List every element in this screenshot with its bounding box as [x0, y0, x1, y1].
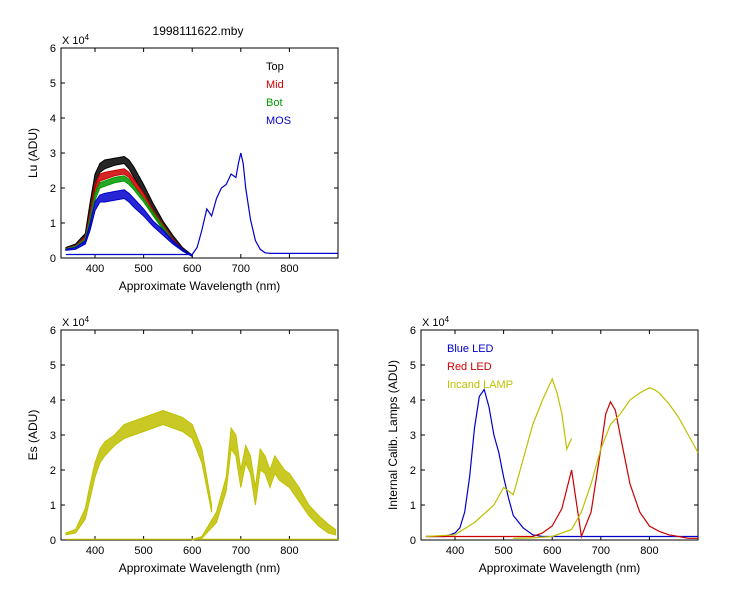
legend-entry: Top	[266, 61, 284, 73]
series-red-led-line	[425, 400, 698, 539]
exponent-power: 4	[85, 33, 90, 42]
exponent-power: 4	[85, 315, 90, 324]
y-tick-label: 3	[410, 430, 416, 442]
series-mos-line	[65, 152, 338, 256]
y-tick-label: 4	[410, 395, 416, 407]
y-tick-label: 3	[50, 430, 56, 442]
x-tick-label: 600	[183, 263, 201, 275]
x-tick-label: 400	[86, 263, 104, 275]
x-tick-label: 800	[280, 263, 298, 275]
y-tick-label: 2	[50, 183, 56, 195]
y-tick-label: 6	[50, 325, 56, 337]
y-tick-label: 1	[50, 218, 56, 230]
y-tick-label: 2	[410, 465, 416, 477]
x-tick-label: 500	[494, 545, 512, 557]
legend-entry: Incand LAMP	[447, 379, 513, 391]
y-tick-label: 6	[50, 43, 56, 55]
x-tick-label: 600	[543, 545, 561, 557]
x-tick-label: 500	[134, 545, 152, 557]
legend-entry: Mid	[266, 79, 284, 91]
series-blue-led-line	[425, 388, 698, 538]
series-mos-band	[65, 189, 193, 258]
y-tick-label: 5	[50, 360, 56, 372]
y-tick-label: 1	[410, 500, 416, 512]
x-tick-label: 400	[86, 545, 104, 557]
plot-frame	[60, 329, 339, 541]
exponent-power: 4	[445, 315, 450, 324]
figure-title: 1998111622.mby	[153, 24, 244, 38]
y-tick-label: 5	[50, 78, 56, 90]
y-axis-label: Lu (ADU)	[26, 128, 40, 178]
y-tick-label: 3	[50, 148, 56, 160]
legend-entry: MOS	[266, 115, 291, 127]
y-tick-label: 5	[410, 360, 416, 372]
plot-frame	[60, 47, 339, 259]
y-tick-label: 4	[50, 395, 56, 407]
series-incand-lamp-line	[425, 377, 573, 538]
y-tick-label: 6	[410, 325, 416, 337]
x-tick-label: 800	[640, 545, 658, 557]
series-incand-lamp-line	[513, 387, 699, 539]
x-tick-label: 800	[280, 545, 298, 557]
series-es-0-band	[65, 409, 213, 536]
y-tick-label: 0	[50, 253, 56, 265]
x-axis-label: Approximate Wavelength (nm)	[479, 561, 641, 575]
chart-lamps: 400 500 600 700 800 0 1 2 3 4 5 6 X 104 Approximate W…	[386, 315, 699, 575]
chart-es: 400 500 600 700 800 0 1 2 3 4 5 6 X 104 Approximate W…	[26, 315, 339, 575]
x-tick-label: 500	[134, 263, 152, 275]
x-axis-label: Approximate Wavelength (nm)	[119, 561, 281, 575]
legend-entry: Bot	[266, 97, 283, 109]
x-tick-label: 600	[183, 545, 201, 557]
x-tick-label: 700	[592, 545, 610, 557]
chart-lu: 400 500 600 700 800 0 1 2 3 4 5 6 X 104 Approximate W…	[26, 33, 339, 293]
legend-entry: Red LED	[447, 361, 492, 373]
x-axis-label: Approximate Wavelength (nm)	[119, 279, 281, 293]
y-tick-label: 2	[50, 465, 56, 477]
x-tick-label: 400	[446, 545, 464, 557]
y-axis-label: Internal Calib. Lamps (ADU)	[386, 360, 400, 510]
x-tick-label: 700	[232, 545, 250, 557]
exponent-label: X 104	[62, 33, 90, 47]
exponent-label: X 104	[422, 315, 450, 329]
y-tick-label: 0	[50, 535, 56, 547]
y-axis-label: Es (ADU)	[26, 410, 40, 461]
exponent-label: X 104	[62, 315, 90, 329]
y-tick-label: 0	[410, 535, 416, 547]
legend-entry: Blue LED	[447, 343, 494, 355]
y-tick-label: 4	[50, 113, 56, 125]
x-tick-label: 700	[232, 263, 250, 275]
y-tick-label: 1	[50, 500, 56, 512]
series-es-1-band	[191, 426, 337, 541]
